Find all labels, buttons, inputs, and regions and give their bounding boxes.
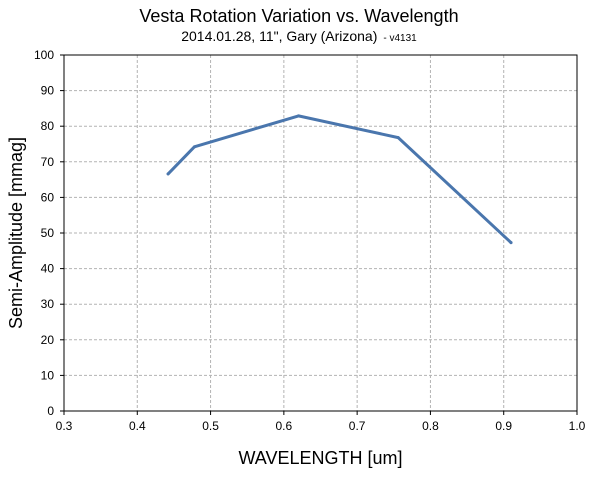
x-tick-label: 0.9 [495,419,512,433]
x-axis: 0.3 0.4 0.5 0.6 0.7 0.8 0.9 1.0 [56,411,586,433]
data-point [166,172,170,176]
y-tick-label: 100 [34,48,54,62]
y-tick-label: 80 [41,119,55,133]
series-line [166,114,513,245]
x-tick-label: 0.8 [422,419,439,433]
chart-subtitle-text: 2014.01.28, 11", Gary (Arizona) [181,28,378,44]
y-tick-label: 30 [41,297,55,311]
chart-version: - v4131 [383,33,417,44]
chart-title: Vesta Rotation Variation vs. Wavelength [139,6,459,26]
x-tick-label: 0.4 [129,419,146,433]
y-tick-label: 10 [41,368,55,382]
y-tick-label: 60 [41,190,55,204]
y-axis: 0 10 20 30 40 50 60 70 80 90 100 [34,48,64,418]
y-tick-label: 40 [41,262,55,276]
y-tick-label: 20 [41,333,55,347]
y-axis-title: Semi-Amplitude [mmag] [6,137,26,329]
x-tick-label: 0.5 [202,419,219,433]
x-axis-title: WAVELENGTH [um] [238,448,402,468]
data-point [509,241,513,245]
series-group [166,114,513,245]
chart-subtitle: 2014.01.28, 11", Gary (Arizona) - v4131 [0,28,598,44]
data-point [297,114,301,118]
y-tick-label: 0 [47,404,54,418]
data-point [396,136,400,140]
y-tick-label: 90 [41,84,55,98]
y-tick-label: 70 [41,155,55,169]
grid [64,55,577,411]
x-tick-label: 0.7 [349,419,366,433]
x-tick-label: 1.0 [569,419,586,433]
y-tick-label: 50 [41,226,55,240]
x-tick-label: 0.6 [276,419,293,433]
x-tick-label: 0.3 [56,419,73,433]
data-point [192,145,196,149]
